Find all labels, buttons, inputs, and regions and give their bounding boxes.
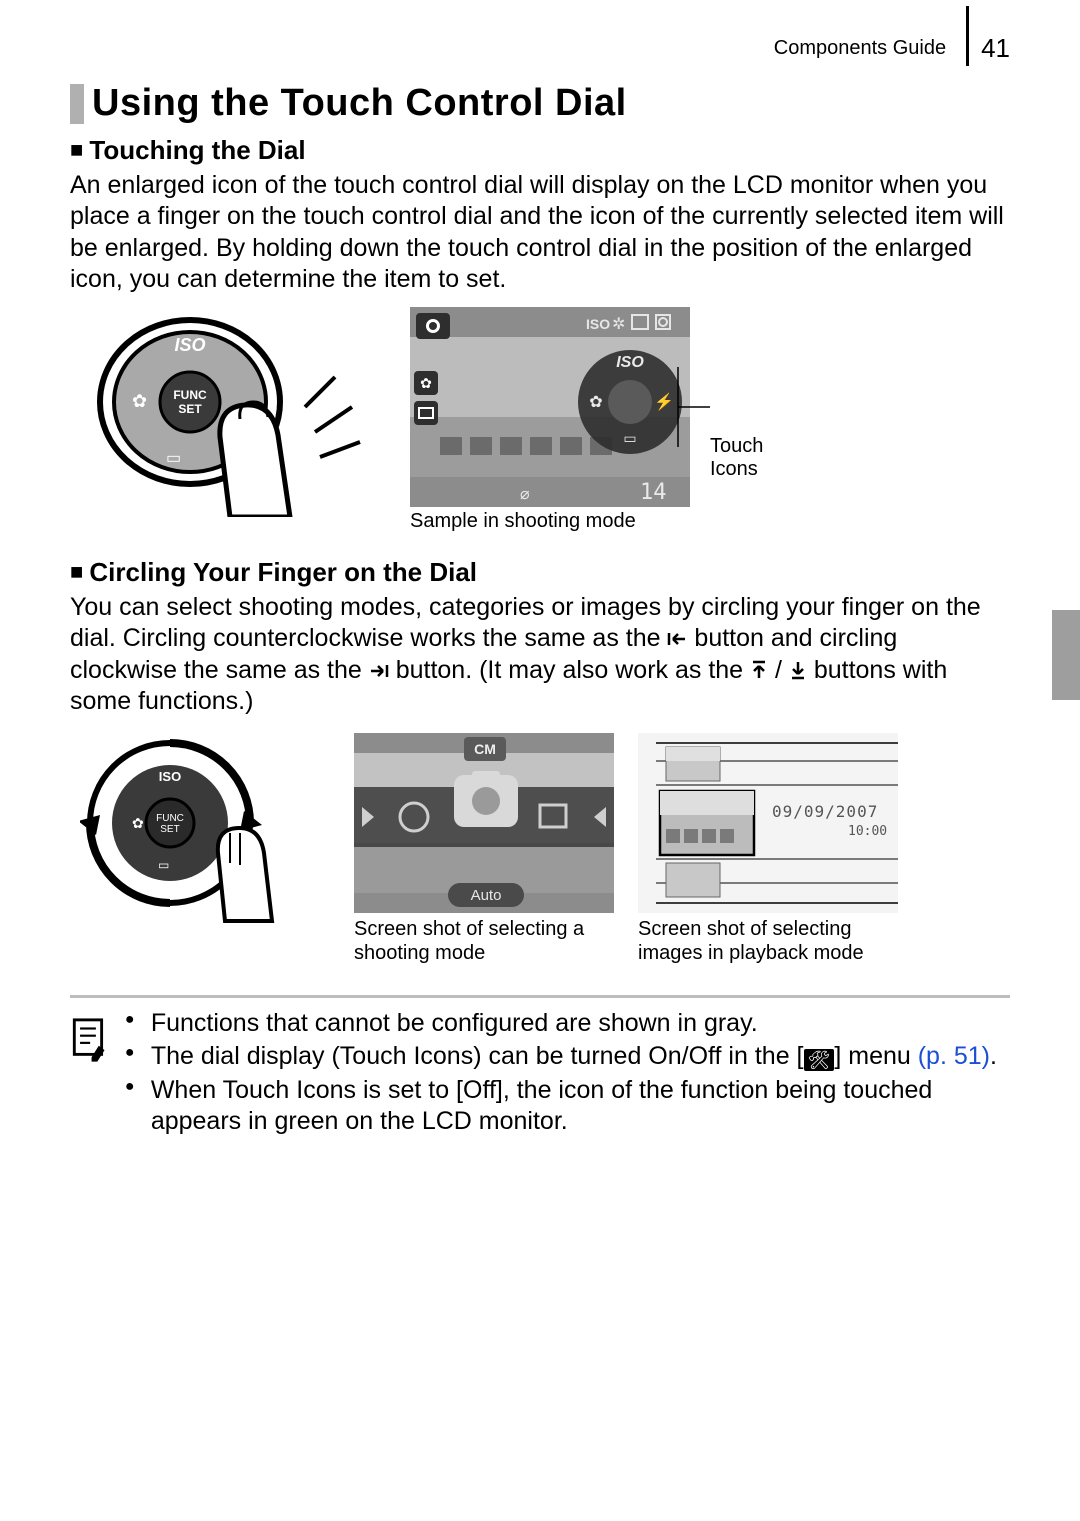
svg-text:CM: CM xyxy=(474,741,496,757)
figure-row-circling: ISO FUNC SET ✿ ▭ CM xyxy=(80,733,1010,965)
manual-page: Components Guide 41 Using the Touch Cont… xyxy=(0,0,1080,1521)
arrow-left-icon xyxy=(667,630,687,648)
lcd-sample-shooting: ISO ✲ ✿ ISO ✿ ⚡ ▭ ⌀ xyxy=(410,307,690,507)
side-tab xyxy=(1052,610,1080,700)
svg-text:✿: ✿ xyxy=(132,391,147,411)
note-list: Functions that cannot be configured are … xyxy=(125,1008,1010,1139)
playback-screenshot: 09/09/2007 10:00 xyxy=(638,733,898,913)
s2-body-p3: button. (It may also work as the xyxy=(396,656,750,684)
svg-text:▭: ▭ xyxy=(623,430,636,446)
arrow-right-icon xyxy=(369,662,389,680)
svg-text:▭: ▭ xyxy=(166,450,181,467)
svg-text:ISO: ISO xyxy=(174,335,205,355)
note-item-1: Functions that cannot be configured are … xyxy=(125,1008,1010,1039)
svg-text:FUNC: FUNC xyxy=(173,388,207,402)
note-box: Functions that cannot be configured are … xyxy=(70,995,1010,1139)
shooting-mode-screenshot: CM Auto xyxy=(354,733,614,913)
svg-text:ISO: ISO xyxy=(586,316,610,332)
note2-c: . xyxy=(990,1042,997,1070)
caption-shooting-mode: Screen shot of selecting a shooting mode xyxy=(354,917,614,965)
note-item-2: The dial display (Touch Icons) can be tu… xyxy=(125,1041,1010,1072)
arrow-down-icon xyxy=(789,660,807,680)
svg-text:⌀: ⌀ xyxy=(520,486,530,503)
playback-date: 09/09/2007 xyxy=(772,802,878,821)
figure-row-touching: ISO FUNC SET ✿ ▭ xyxy=(80,307,1010,533)
page-header: Components Guide 41 xyxy=(70,30,1010,66)
shooting-mode-screenshot-block: CM Auto Screen shot of selecting a shoot xyxy=(354,733,614,965)
svg-text:▭: ▭ xyxy=(158,858,169,872)
touch-icons-label: Touch Icons xyxy=(710,435,763,481)
header-divider xyxy=(966,30,969,66)
svg-text:✲: ✲ xyxy=(612,316,625,333)
note-icon xyxy=(70,1008,109,1072)
note2-a: The dial display (Touch Icons) can be tu… xyxy=(151,1042,804,1070)
page-link-51[interactable]: (p. 51) xyxy=(918,1042,990,1070)
main-title: Using the Touch Control Dial xyxy=(92,82,627,125)
auto-label: Auto xyxy=(471,887,502,904)
tools-menu-icon: 🛠 xyxy=(804,1049,835,1071)
svg-text:✿: ✿ xyxy=(420,375,432,391)
svg-text:ISO: ISO xyxy=(159,769,181,784)
playback-time: 10:00 xyxy=(848,824,887,839)
lcd-sample-block: ISO ✲ ✿ ISO ✿ ⚡ ▭ ⌀ xyxy=(410,307,690,533)
section2-body: You can select shooting modes, categorie… xyxy=(70,592,1010,717)
section-label: Components Guide xyxy=(774,37,946,60)
svg-text:SET: SET xyxy=(178,402,202,416)
dial-circling-illustration: ISO FUNC SET ✿ ▭ xyxy=(80,733,330,923)
dial-finger-illustration: ISO FUNC SET ✿ ▭ xyxy=(80,307,380,517)
title-accent-bar xyxy=(70,84,84,124)
main-title-row: Using the Touch Control Dial xyxy=(70,82,1010,125)
svg-text:ISO: ISO xyxy=(616,354,644,371)
page-number: 41 xyxy=(981,33,1010,64)
sample-caption: Sample in shooting mode xyxy=(410,509,690,533)
svg-text:FUNC: FUNC xyxy=(156,813,184,824)
playback-screenshot-block: 09/09/2007 10:00 Screen shot of selectin… xyxy=(638,733,898,965)
svg-text:14: 14 xyxy=(640,480,667,505)
arrow-up-icon xyxy=(750,660,768,680)
section2-heading: Circling Your Finger on the Dial xyxy=(70,557,1010,588)
section1-heading: Touching the Dial xyxy=(70,135,1010,166)
svg-text:SET: SET xyxy=(160,824,179,835)
svg-text:⚡: ⚡ xyxy=(654,392,674,411)
svg-text:✿: ✿ xyxy=(589,394,602,411)
caption-playback: Screen shot of selecting images in playb… xyxy=(638,917,898,965)
note2-b: ] menu xyxy=(834,1042,917,1070)
note-item-3: When Touch Icons is set to [Off], the ic… xyxy=(125,1075,1010,1138)
section1-body: An enlarged icon of the touch control di… xyxy=(70,170,1010,295)
svg-text:✿: ✿ xyxy=(132,815,144,831)
